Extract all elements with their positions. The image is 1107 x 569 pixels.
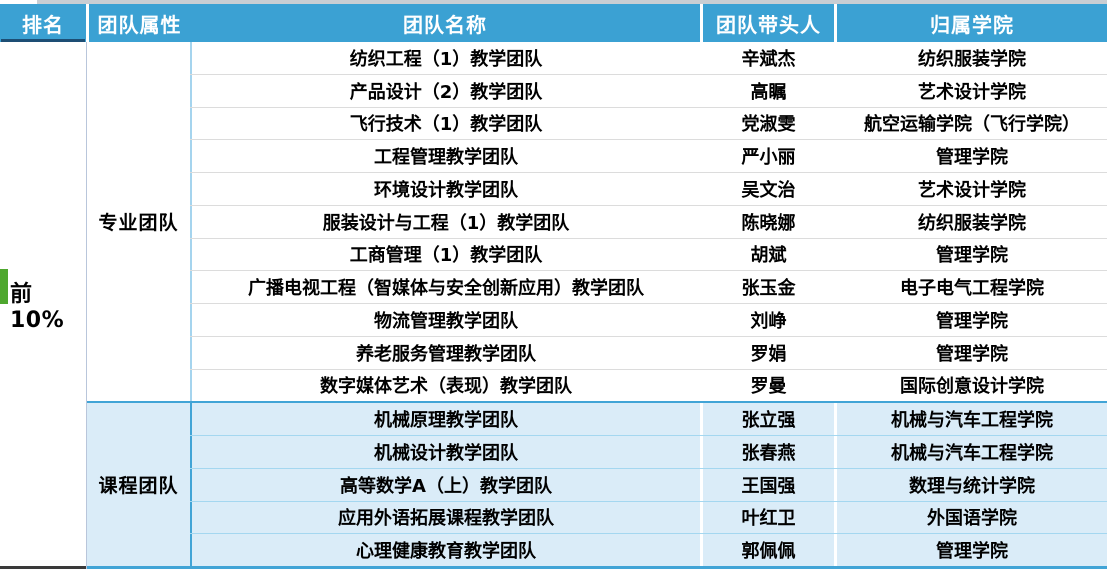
college-cell: 管理学院 [834,238,1107,271]
attribute-column: 专业团队 课程团队 [86,42,190,569]
col-header-leader: 团队带头人 [700,4,834,42]
college-cell: 管理学院 [834,304,1107,336]
table-row: 机械原理教学团队 张立强 机械与汽车工程学院 [190,401,1107,436]
college-cell: 纺织服装学院 [834,205,1107,238]
rank-label: 前10% [10,282,65,333]
team-name-cell: 飞行技术（1）教学团队 [190,107,700,140]
team-leader-cell: 严小丽 [700,140,834,172]
rank-column: 前10% [0,42,86,569]
table-row: 环境设计教学团队 吴文治 艺术设计学院 [190,173,1107,206]
college-cell: 电子电气工程学院 [834,271,1107,303]
college-cell: 管理学院 [834,336,1107,369]
team-name-cell: 高等数学A（上）教学团队 [190,468,700,501]
college-cell: 艺术设计学院 [834,74,1107,107]
team-name-cell: 产品设计（2）教学团队 [190,74,700,107]
team-leader-cell: 郭佩佩 [700,534,834,566]
table-row: 高等数学A（上）教学团队 王国强 数理与统计学院 [190,468,1107,502]
team-name-cell: 工程管理教学团队 [190,140,700,172]
team-name-cell: 机械原理教学团队 [190,403,700,435]
col-header-attribute: 团队属性 [86,4,190,42]
team-leader-cell: 张立强 [700,403,834,435]
top-strip [37,0,1107,4]
team-leader-cell: 胡斌 [700,238,834,271]
table-row: 物流管理教学团队 刘峥 管理学院 [190,304,1107,337]
col-header-rank: 排名 [22,12,64,37]
team-name-cell: 物流管理教学团队 [190,304,700,336]
table-row: 机械设计教学团队 张春燕 机械与汽车工程学院 [190,436,1107,469]
college-cell: 外国语学院 [834,501,1107,534]
team-leader-cell: 张春燕 [700,436,834,468]
college-cell: 机械与汽车工程学院 [834,436,1107,468]
team-leader-cell: 党淑雯 [700,107,834,140]
table-row: 服装设计与工程（1）教学团队 陈晓娜 纺织服装学院 [190,205,1107,239]
table-row: 心理健康教育教学团队 郭佩佩 管理学院 [190,534,1107,569]
table-row: 飞行技术（1）教学团队 党淑雯 航空运输学院（飞行学院） [190,107,1107,141]
team-name-cell: 环境设计教学团队 [190,173,700,205]
team-name-cell: 纺织工程（1）教学团队 [190,42,700,74]
attribute-cell-professional: 专业团队 [87,42,190,401]
team-leader-cell: 张玉金 [700,271,834,303]
team-name-cell: 服装设计与工程（1）教学团队 [190,205,700,238]
table-row: 工程管理教学团队 严小丽 管理学院 [190,140,1107,173]
attribute-cell-course: 课程团队 [87,400,190,569]
team-name-cell: 养老服务管理教学团队 [190,336,700,369]
rank-accent-bar [0,269,8,304]
team-leader-cell: 王国强 [700,468,834,501]
table-row: 应用外语拓展课程教学团队 叶红卫 外国语学院 [190,501,1107,535]
team-leader-cell: 陈晓娜 [700,205,834,238]
college-cell: 机械与汽车工程学院 [834,403,1107,435]
data-rows: 纺织工程（1）教学团队 辛斌杰 纺织服装学院 产品设计（2）教学团队 高瞩 艺术设计学院飞… [190,42,1107,569]
table-row: 数字媒体艺术（表现）教学团队 罗曼 国际创意设计学院 [190,369,1107,402]
college-cell: 数理与统计学院 [834,468,1107,501]
col-header-college: 归属学院 [834,4,1107,42]
college-cell: 管理学院 [834,140,1107,172]
team-leader-cell: 罗曼 [700,369,834,402]
college-cell: 国际创意设计学院 [834,369,1107,402]
team-name-cell: 机械设计教学团队 [190,436,700,468]
team-name-cell: 广播电视工程（智媒体与安全创新应用）教学团队 [190,271,700,303]
team-leader-cell: 辛斌杰 [700,42,834,74]
table-row: 广播电视工程（智媒体与安全创新应用）教学团队 张玉金 电子电气工程学院 [190,271,1107,304]
college-cell: 艺术设计学院 [834,173,1107,205]
table-row: 工商管理（1）教学团队 胡斌 管理学院 [190,238,1107,272]
team-leader-cell: 刘峥 [700,304,834,336]
team-leader-cell: 高瞩 [700,74,834,107]
team-leader-cell: 吴文治 [700,173,834,205]
college-cell: 航空运输学院（飞行学院） [834,107,1107,140]
table-body: 前10% 专业团队 课程团队 纺织工程（1）教学团队 辛斌杰 纺织服装学院 产品设计（… [0,42,1107,569]
team-leader-cell: 罗娟 [700,336,834,369]
table-row: 养老服务管理教学团队 罗娟 管理学院 [190,336,1107,370]
college-cell: 纺织服装学院 [834,42,1107,74]
team-name-cell: 应用外语拓展课程教学团队 [190,501,700,534]
table-row: 纺织工程（1）教学团队 辛斌杰 纺织服装学院 [190,42,1107,75]
team-leader-cell: 叶红卫 [700,501,834,534]
table-row: 产品设计（2）教学团队 高瞩 艺术设计学院 [190,74,1107,108]
col-header-team-name: 团队名称 [403,12,487,37]
rank-header-underline [1,39,85,42]
team-name-cell: 数字媒体艺术（表现）教学团队 [190,369,700,402]
table-header: 排名 团队属性 团队名称 团队带头人 归属学院 [0,4,1107,42]
team-name-cell: 工商管理（1）教学团队 [190,238,700,271]
team-name-cell: 心理健康教育教学团队 [190,534,700,566]
college-cell: 管理学院 [834,534,1107,566]
